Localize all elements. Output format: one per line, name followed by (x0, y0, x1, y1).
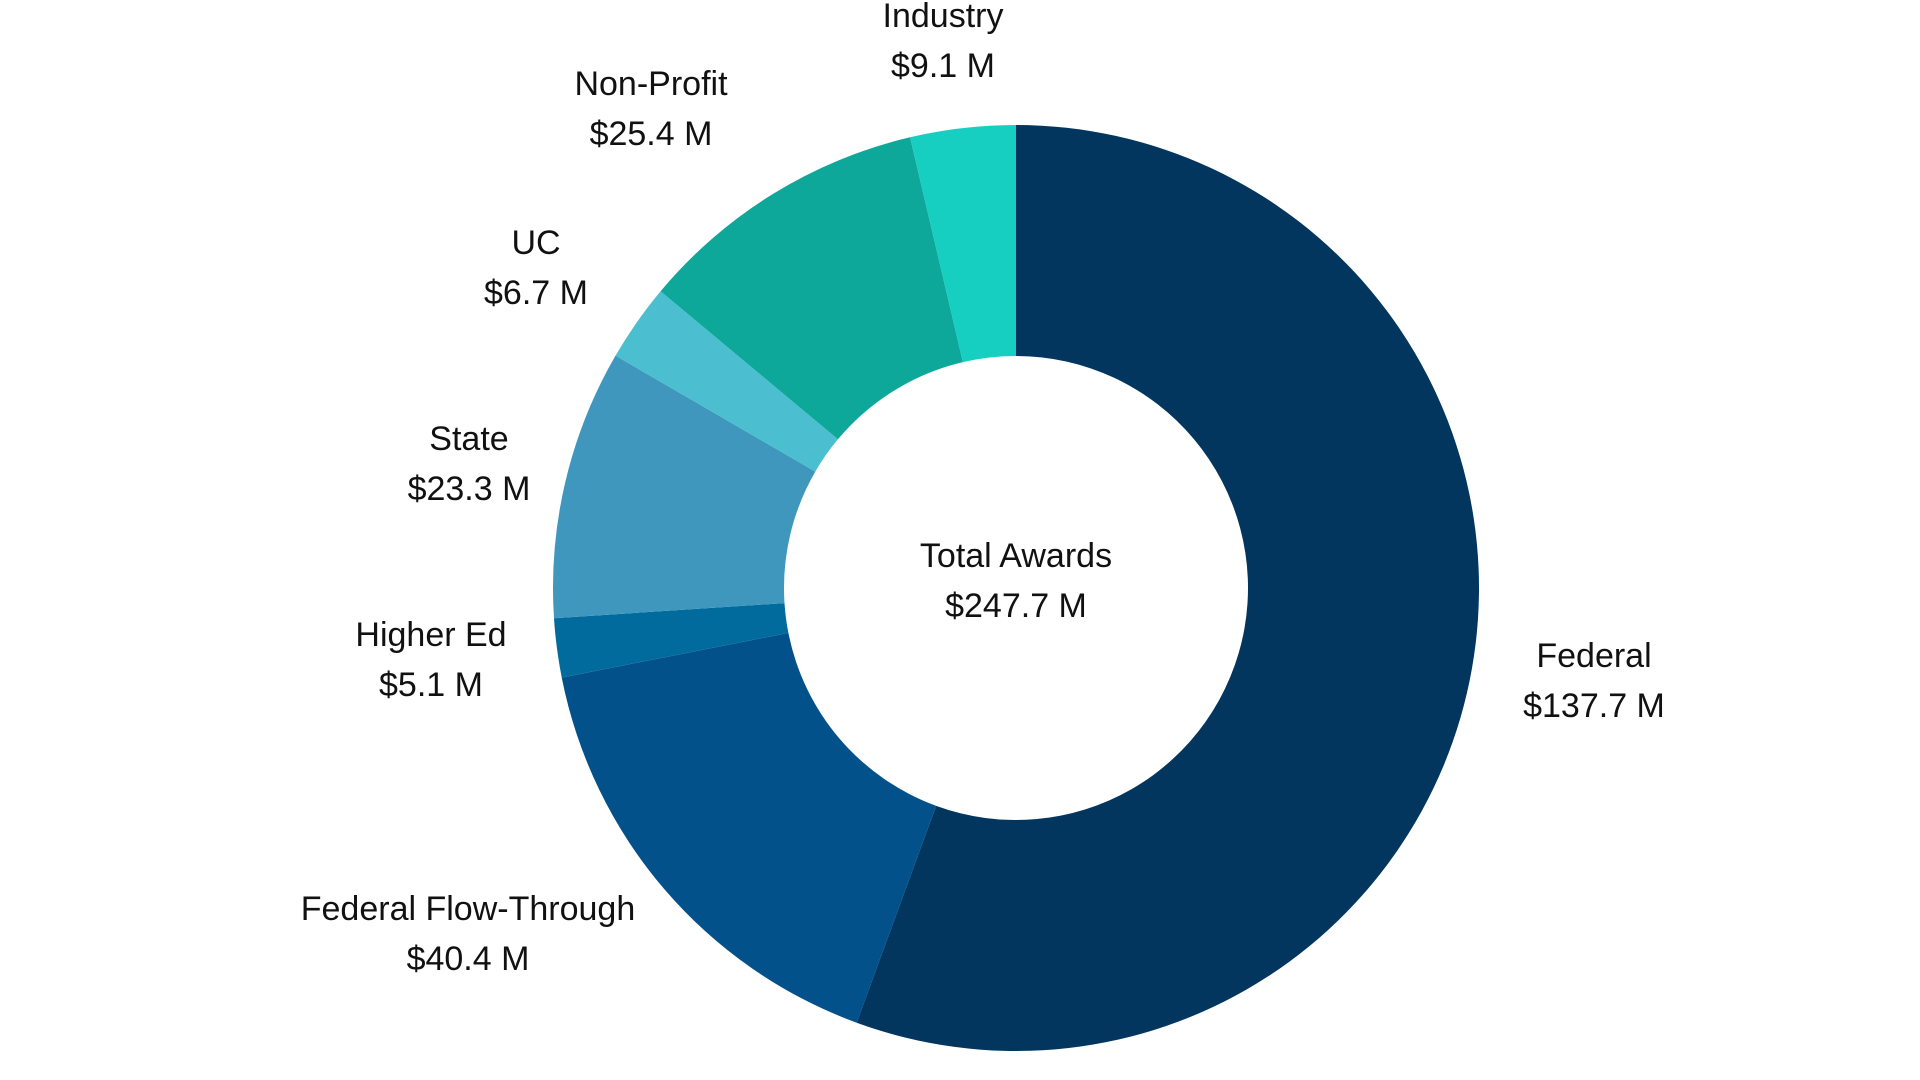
slice-higher-ed (553, 603, 789, 678)
slice-label-value: $137.7 M (1523, 687, 1665, 725)
slice-label-name: Federal (1536, 637, 1651, 675)
slice-label-value: $40.4 M (407, 940, 530, 978)
slice-label-name: Non-Profit (574, 65, 728, 103)
slice-label-name: State (429, 420, 508, 458)
center-title: Total Awards (920, 537, 1112, 575)
slice-label-value: $25.4 M (590, 115, 713, 153)
slice-label-value: $9.1 M (891, 47, 995, 85)
slice-label-value: $6.7 M (484, 274, 588, 312)
slice-label-name: UC (511, 224, 560, 262)
slice-labels: Federal $137.7 M Federal Flow-Through $40.4… (301, 0, 1665, 978)
slice-label-value: $23.3 M (408, 470, 531, 508)
slice-state (553, 355, 816, 619)
slice-label-value: $5.1 M (379, 666, 483, 704)
slice-federal (856, 125, 1479, 1051)
slice-uc (615, 291, 838, 472)
slices (553, 125, 1479, 1051)
slice-label-name: Higher Ed (355, 616, 506, 654)
slice-non-profit (660, 137, 963, 440)
slice-label-name: Federal Flow-Through (301, 890, 635, 928)
center-value: $247.7 M (945, 587, 1087, 625)
slice-label-name: Industry (883, 0, 1004, 35)
slice-federal-flow-through (561, 632, 937, 1023)
slice-industry (910, 125, 1016, 363)
